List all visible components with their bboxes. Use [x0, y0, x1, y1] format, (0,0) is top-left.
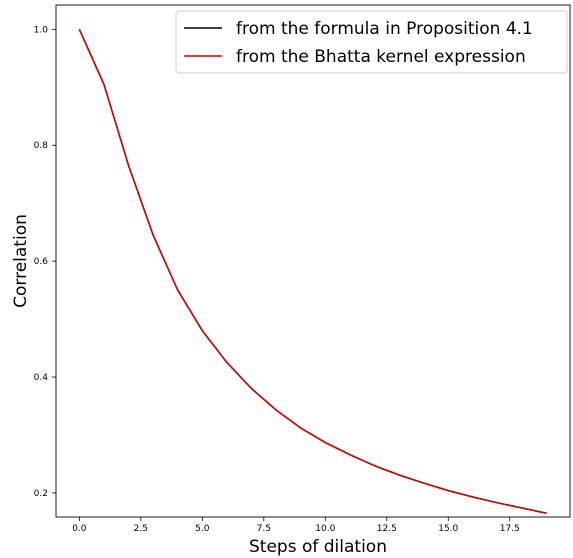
- series-layer: [78, 29, 547, 514]
- legend-label-formula: from the formula in Proposition 4.1: [236, 19, 533, 39]
- y-tick-label: 0.8: [34, 141, 49, 151]
- x-tick-label: 7.5: [257, 524, 271, 534]
- x-tick-label: 15.0: [438, 524, 458, 534]
- y-axis-label: Correlation: [11, 214, 31, 308]
- legend-box: [175, 10, 568, 74]
- y-tick-label: 0.4: [34, 373, 49, 383]
- plot-frame: [55, 4, 571, 518]
- x-axis-label: Steps of dilation: [249, 537, 387, 557]
- x-tick-label: 5.0: [195, 524, 210, 534]
- y-tick-label: 1.0: [34, 25, 49, 35]
- y-axis-ticks: 0.2 0.4 0.6 0.8 1.0: [34, 25, 56, 499]
- y-tick-label: 0.2: [34, 489, 48, 499]
- series-line-formula: [78, 29, 547, 514]
- x-tick-label: 2.5: [134, 524, 148, 534]
- x-axis-ticks: 0.0 2.5 5.0 7.5 10.0 12.5 15.0 17.5: [72, 517, 520, 534]
- x-tick-label: 10.0: [315, 524, 335, 534]
- x-tick-label: 17.5: [500, 524, 520, 534]
- legend: from the formula in Proposition 4.1 from…: [175, 10, 568, 74]
- legend-label-bhatta: from the Bhatta kernel expression: [236, 47, 526, 67]
- series-line-bhatta: [78, 29, 547, 514]
- x-tick-label: 12.5: [377, 524, 397, 534]
- x-tick-label: 0.0: [72, 524, 87, 534]
- y-tick-label: 0.6: [34, 257, 49, 267]
